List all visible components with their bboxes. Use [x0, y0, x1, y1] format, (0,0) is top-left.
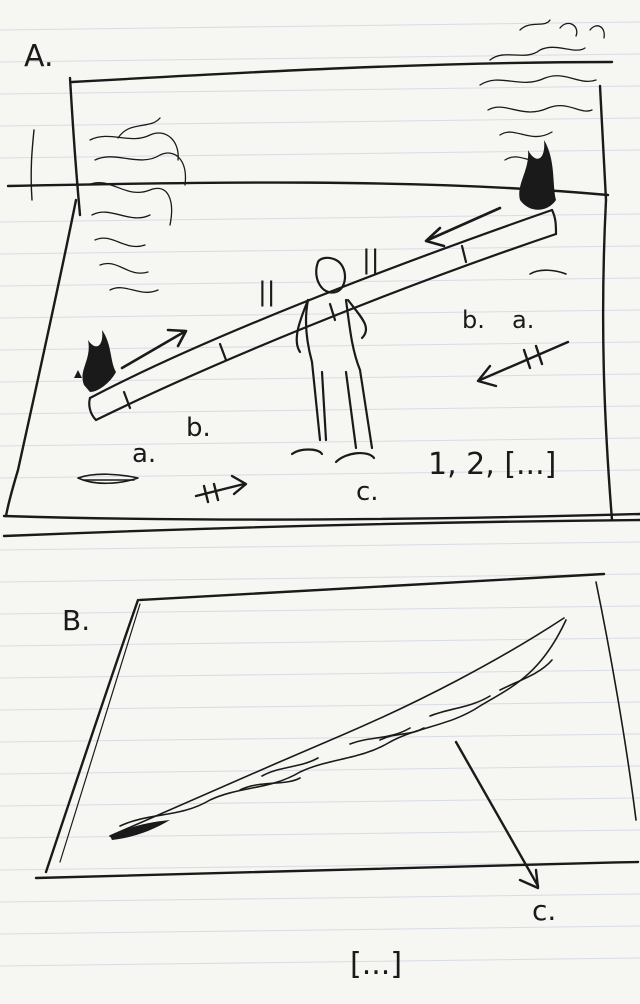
fire-icon	[74, 117, 187, 392]
panel-b-label: B.	[62, 604, 90, 637]
plane-frame	[34, 572, 640, 880]
arrow-left-icon	[476, 340, 570, 388]
mark-c-b: c.	[532, 894, 556, 927]
fire-icon	[479, 19, 605, 210]
mark-a: a.	[132, 439, 156, 469]
mark-c: c.	[356, 477, 379, 507]
mark-b-right: b.	[462, 306, 485, 334]
arrow-right-icon	[194, 474, 248, 504]
arrow-right-icon	[120, 328, 188, 370]
trail-ink-blot	[110, 820, 170, 840]
pause-mark-left: ||	[258, 277, 276, 307]
pause-mark-right: ||	[362, 245, 380, 275]
floor-shadow	[77, 269, 567, 485]
sequence-text: 1, 2, [...]	[428, 447, 556, 482]
mark-a-right: a.	[512, 306, 534, 334]
arrow-left-icon	[424, 206, 502, 248]
person-icon	[290, 256, 376, 464]
notebook-rules	[0, 21, 640, 967]
panel-a: A.	[2, 19, 640, 538]
panel-a-label: A.	[24, 39, 54, 74]
arrow-down-icon	[454, 740, 540, 890]
ellipsis-text: [...]	[350, 947, 402, 982]
mark-b: b.	[186, 413, 211, 443]
diagonal-trail	[109, 617, 567, 837]
panel-b: B. c. [...]	[34, 572, 640, 982]
room-frame	[2, 60, 640, 538]
